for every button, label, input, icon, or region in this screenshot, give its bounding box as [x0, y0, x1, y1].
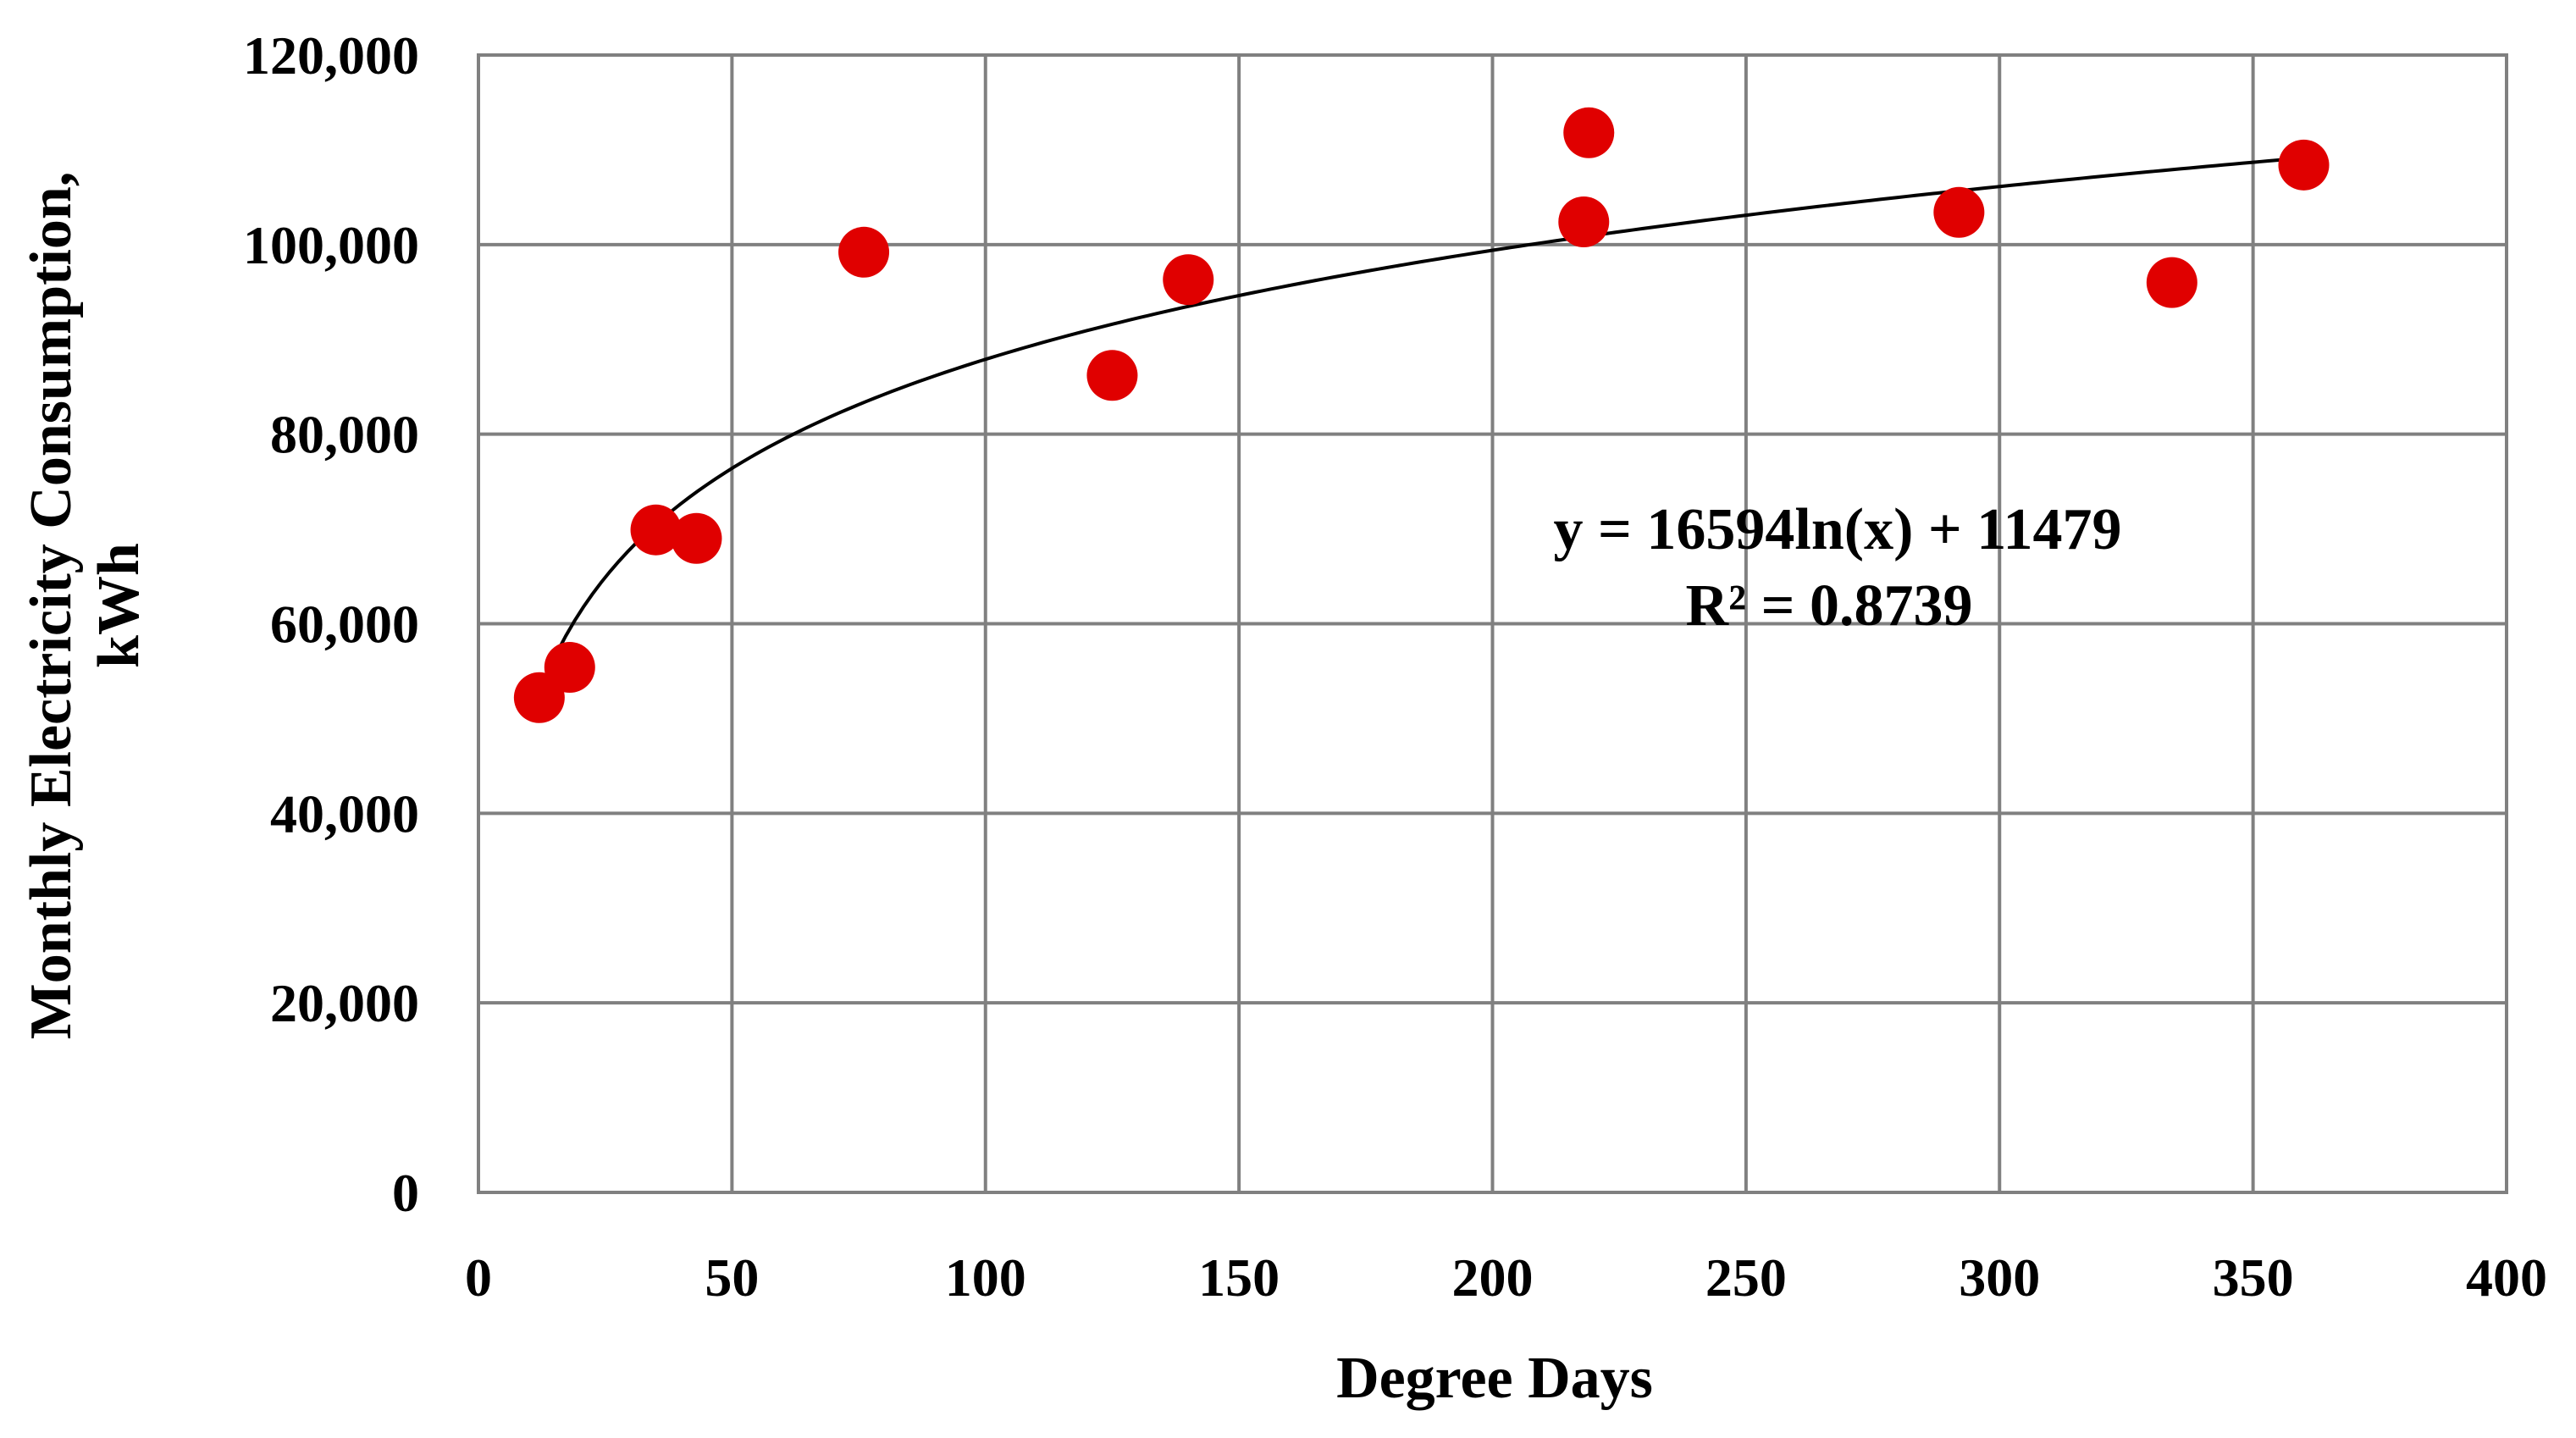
y-axis-tick-labels: 0 20,000 40,000 60,000 80,000 100,000 120,000 — [243, 25, 419, 1223]
x-axis-title: Degree Days — [1336, 1346, 1653, 1411]
x-axis-tick-labels: 0 50 100 150 200 250 300 350 400 — [465, 1247, 2547, 1308]
trendline — [538, 156, 2304, 694]
data-point — [2278, 139, 2330, 191]
data-point — [1563, 107, 1615, 158]
data-point — [2146, 257, 2197, 308]
y-axis-title-line-1: Monthly Electricity Consumption, — [19, 172, 84, 1040]
y-tick-label: 20,000 — [270, 973, 419, 1033]
data-point — [1558, 196, 1610, 247]
data-point — [1933, 186, 1985, 238]
x-tick-label: 200 — [1452, 1247, 1534, 1308]
y-tick-label: 60,000 — [270, 595, 419, 655]
trendline-equation: y = 16594ln(x) + 11479 — [1554, 497, 2122, 562]
x-tick-label: 250 — [1705, 1247, 1787, 1308]
y-tick-label: 80,000 — [270, 405, 419, 465]
y-tick-label: 100,000 — [243, 215, 419, 275]
data-points — [513, 107, 2330, 723]
y-tick-label: 120,000 — [243, 25, 419, 86]
x-tick-label: 300 — [1959, 1247, 2040, 1308]
data-point — [838, 226, 890, 278]
data-point — [1163, 254, 1214, 306]
y-tick-label: 0 — [392, 1163, 419, 1223]
trendline-r-squared: R² = 0.8739 — [1686, 573, 1973, 639]
x-tick-label: 0 — [465, 1247, 492, 1308]
data-point — [671, 512, 722, 564]
x-tick-label: 350 — [2213, 1247, 2294, 1308]
plot-area-border — [477, 53, 2508, 1194]
y-tick-label: 40,000 — [270, 783, 419, 843]
data-point — [1086, 350, 1138, 401]
x-tick-label: 400 — [2466, 1247, 2547, 1308]
data-point — [544, 641, 595, 693]
x-tick-label: 50 — [705, 1247, 759, 1308]
y-axis-title: Monthly Electricity Consumption, kWh — [19, 172, 152, 1040]
x-tick-label: 150 — [1198, 1247, 1280, 1308]
data-point — [630, 504, 682, 556]
y-axis-title-line-2: kWh — [86, 543, 152, 668]
x-tick-label: 100 — [945, 1247, 1026, 1308]
